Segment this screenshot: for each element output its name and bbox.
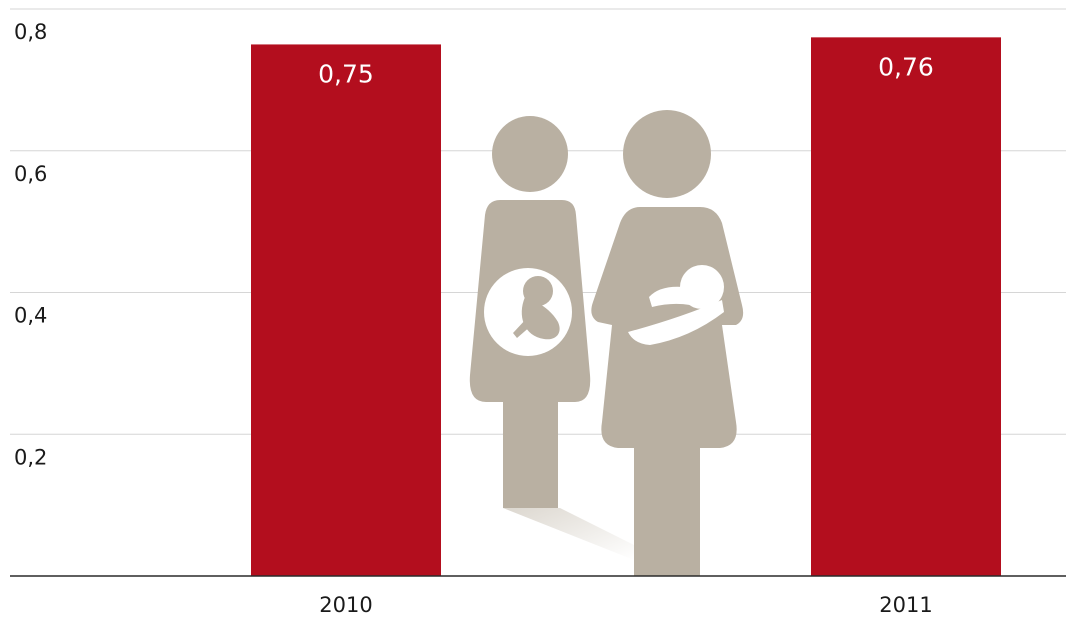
mother-with-baby-icon [591,110,744,576]
value-label-2011: 0,76 [878,52,934,81]
pregnant-woman-icon [469,116,591,508]
baby-body [649,286,690,307]
value-labels: 0,75 0,76 [318,52,934,88]
fetus-icon [513,276,560,340]
mother-arm [628,300,724,345]
y-axis-ticks: 0,2 0,4 0,6 0,8 [14,20,47,469]
x-tick-label-2011: 2011 [879,593,932,617]
value-label-2010: 0,75 [318,59,374,88]
floor-shadow [503,508,634,560]
x-axis-labels: 2010 2011 [319,593,932,617]
x-tick-label-2010: 2010 [319,593,372,617]
y-tick-label: 0,4 [14,304,47,328]
bars [251,37,1001,577]
y-tick-label: 0,8 [14,20,47,44]
bar-2010 [251,44,441,576]
baby-head [680,265,724,309]
illustration [469,110,744,576]
bar-2011 [811,37,1001,577]
y-tick-label: 0,6 [14,162,47,186]
y-tick-label: 0,2 [14,445,47,469]
